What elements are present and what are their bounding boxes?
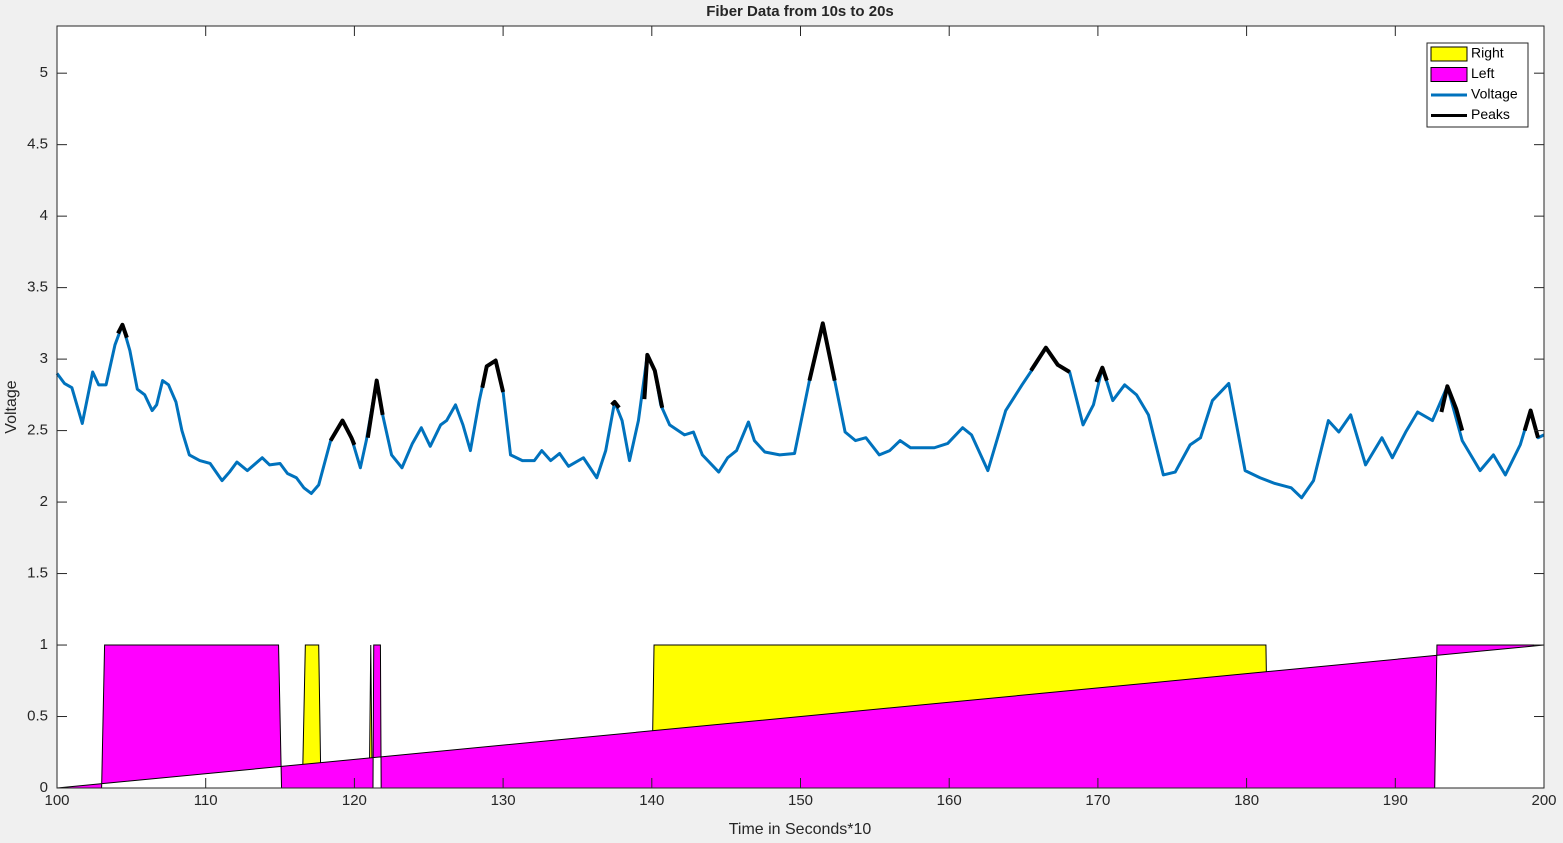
y-tick-label: 0.5 [27,707,48,724]
y-tick-label: 4.5 [27,136,48,153]
line [116,321,1540,446]
x-tick-label: 100 [44,792,69,809]
legend-label: Voltage [1471,86,1518,102]
x-tick-label: 180 [1234,792,1259,809]
legend: Right Left Voltage Peaks [1426,42,1529,128]
x-tick-label: 140 [639,792,664,809]
y-tick-label: 1 [40,636,48,653]
y-tick-label: 0 [40,779,48,796]
x-tick-label: 170 [1085,792,1110,809]
legend-label: Right [1471,45,1504,61]
legend-label: Peaks [1471,106,1510,122]
y-tick-label: 3.5 [27,279,48,296]
y-tick-label: 3 [40,350,48,367]
y-tick-label: 2.5 [27,422,48,439]
x-tick-label: 120 [342,792,367,809]
y-tick-label: 2 [40,493,48,510]
y-tick-label: 5 [40,64,48,81]
area [56,644,1545,789]
x-tick-label: 190 [1383,792,1408,809]
y-tick-label: 4 [40,207,48,224]
y-axis-label: Voltage [3,380,20,433]
legend-swatch [1430,67,1468,82]
x-tick-label: 130 [491,792,516,809]
x-tick-label: 110 [194,792,218,809]
x-tick-label: 200 [1531,792,1556,809]
y-tick-label: 1.5 [27,565,48,582]
x-tick-label: 160 [937,792,962,809]
legend-label: Left [1471,65,1494,81]
x-tick-label: 150 [788,792,813,809]
x-axis-label: Time in Seconds*10 [729,821,872,838]
legend-swatch [1430,46,1468,62]
chart-title: Fiber Data from 10s to 20s [706,3,894,20]
